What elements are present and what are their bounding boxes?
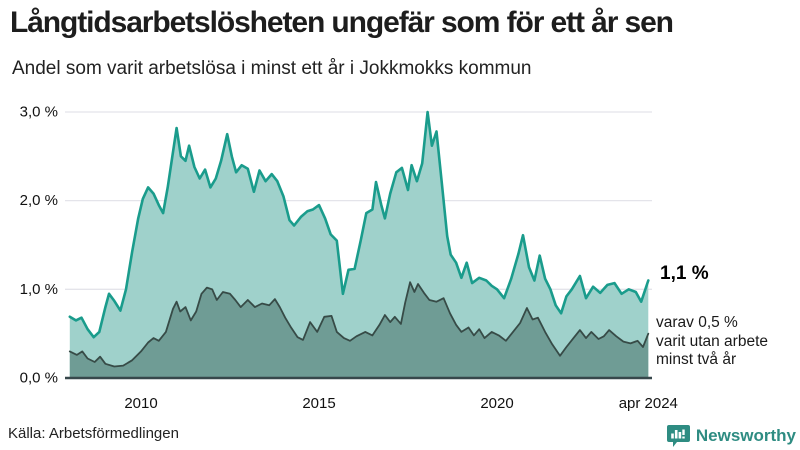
y-axis-tick-label: 2,0 % (20, 192, 58, 209)
end-value-label: 1,1 % (660, 263, 709, 284)
y-axis-tick-label: 1,0 % (20, 281, 58, 298)
y-axis-tick-label: 3,0 % (20, 103, 58, 120)
newsworthy-wordmark: Newsworthy (695, 425, 796, 445)
newsworthy-speech-bubble-bar-chart-icon (666, 425, 690, 447)
source-credit: Källa: Arbetsförmedlingen (8, 425, 179, 442)
sub-series-annotation-line: varav 0,5 % (656, 314, 738, 331)
line-unemployed-two-years (68, 281, 650, 368)
line-unemployed-one-year (68, 110, 650, 339)
x-axis-tick-label: 2010 (124, 395, 157, 412)
sub-series-annotation-line: minst två år (656, 351, 737, 368)
sub-series-annotation-line: varit utan arbete (656, 332, 769, 350)
newsworthy-branding: Newsworthy (666, 424, 796, 447)
y-axis-tick-label: 0,0 % (20, 370, 58, 387)
sub-series-annotation: varav 0,5 % varit utan arbete minst två … (656, 314, 768, 370)
x-axis-tick-label: 2020 (480, 395, 513, 412)
chart-subtitle: Andel som varit arbetslösa i minst ett å… (12, 58, 532, 79)
x-axis-tick-label: 2015 (302, 395, 335, 412)
page-title: Långtidsarbetslösheten ungefär som för e… (10, 6, 674, 39)
x-axis-tick-label: apr 2024 (619, 395, 678, 412)
area-fill-unemployed-two-years (69, 282, 649, 378)
